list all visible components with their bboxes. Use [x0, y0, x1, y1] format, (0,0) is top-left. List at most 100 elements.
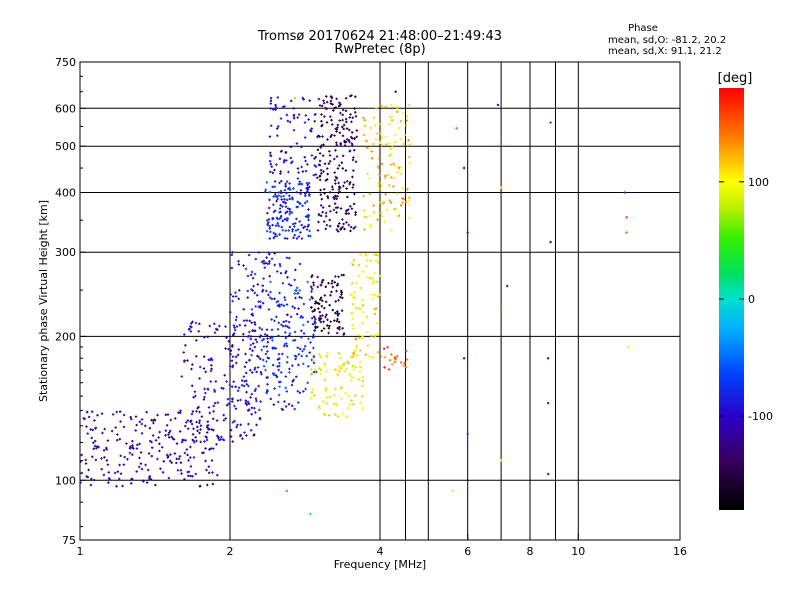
- data-point: [357, 333, 360, 336]
- data-point: [388, 359, 392, 362]
- data-point: [134, 415, 138, 418]
- data-point: [203, 440, 206, 443]
- data-point: [314, 317, 317, 321]
- data-points: [79, 90, 630, 516]
- data-point: [239, 434, 242, 438]
- data-point: [285, 489, 288, 493]
- data-point: [313, 394, 316, 397]
- data-point: [103, 456, 106, 459]
- data-point: [361, 384, 364, 388]
- data-point: [266, 356, 269, 359]
- data-point: [357, 378, 360, 381]
- data-point: [332, 109, 335, 112]
- data-point: [394, 141, 397, 144]
- data-point: [336, 310, 339, 313]
- data-point: [344, 109, 348, 112]
- data-point: [250, 308, 254, 311]
- data-point: [238, 324, 241, 327]
- data-point: [388, 116, 392, 119]
- data-point: [373, 312, 377, 316]
- data-point: [269, 280, 272, 284]
- data-point: [179, 430, 182, 433]
- data-point: [499, 459, 503, 462]
- data-point: [352, 368, 356, 371]
- data-point: [300, 165, 303, 169]
- data-point: [373, 271, 376, 275]
- data-point: [378, 274, 381, 277]
- data-point: [314, 372, 317, 375]
- data-point: [342, 127, 345, 131]
- data-point: [225, 380, 228, 383]
- data-point: [138, 442, 141, 446]
- data-point: [101, 431, 104, 435]
- data-point: [392, 185, 395, 188]
- data-point: [179, 469, 183, 472]
- data-point: [348, 373, 351, 376]
- data-point: [118, 463, 121, 467]
- data-point: [331, 308, 334, 312]
- data-point: [277, 368, 280, 372]
- data-point: [297, 401, 300, 404]
- data-point: [320, 214, 323, 217]
- data-point: [388, 142, 391, 145]
- data-point: [328, 324, 331, 328]
- data-point: [184, 424, 187, 428]
- data-point: [283, 298, 287, 302]
- data-point: [332, 402, 336, 405]
- data-point: [185, 448, 188, 451]
- data-point: [297, 363, 300, 367]
- data-point: [296, 116, 299, 119]
- data-point: [248, 359, 251, 362]
- data-point: [330, 119, 333, 122]
- data-point: [149, 439, 152, 443]
- data-point: [232, 380, 235, 383]
- data-point: [306, 225, 309, 228]
- data-point: [122, 425, 126, 429]
- data-point: [202, 398, 206, 401]
- data-point: [333, 394, 336, 397]
- data-point: [351, 186, 354, 189]
- data-point: [345, 127, 349, 130]
- data-point: [329, 102, 333, 105]
- data-point: [273, 168, 276, 172]
- data-point: [318, 405, 321, 408]
- data-point: [265, 376, 268, 379]
- data-point: [82, 417, 85, 420]
- data-point: [311, 353, 315, 356]
- data-point: [272, 363, 275, 367]
- data-point: [337, 225, 340, 228]
- data-point: [142, 480, 145, 483]
- data-point: [342, 333, 345, 336]
- data-point: [308, 298, 312, 301]
- data-point: [106, 439, 110, 442]
- data-point: [250, 321, 253, 324]
- data-point: [189, 420, 192, 423]
- data-point: [333, 157, 336, 161]
- data-point: [177, 411, 180, 414]
- data-point: [376, 351, 380, 354]
- data-point: [250, 270, 254, 274]
- data-point: [350, 293, 353, 296]
- data-point: [400, 172, 403, 176]
- data-point: [322, 99, 325, 102]
- data-point: [279, 195, 283, 198]
- data-point: [178, 455, 182, 458]
- x-tick-label: 4: [377, 545, 384, 558]
- data-point: [288, 182, 291, 185]
- data-point: [326, 318, 329, 321]
- data-point: [212, 404, 215, 408]
- data-point: [121, 484, 124, 488]
- data-point: [366, 276, 369, 279]
- x-tick-label: 16: [673, 545, 687, 558]
- data-point: [547, 472, 550, 476]
- data-point: [253, 329, 257, 332]
- data-point: [279, 204, 282, 207]
- data-point: [343, 370, 346, 373]
- data-point: [306, 188, 310, 191]
- data-point: [135, 470, 138, 473]
- data-point: [322, 206, 325, 209]
- data-point: [293, 330, 297, 334]
- data-point: [384, 174, 387, 178]
- data-point: [207, 465, 210, 468]
- data-point: [350, 399, 353, 402]
